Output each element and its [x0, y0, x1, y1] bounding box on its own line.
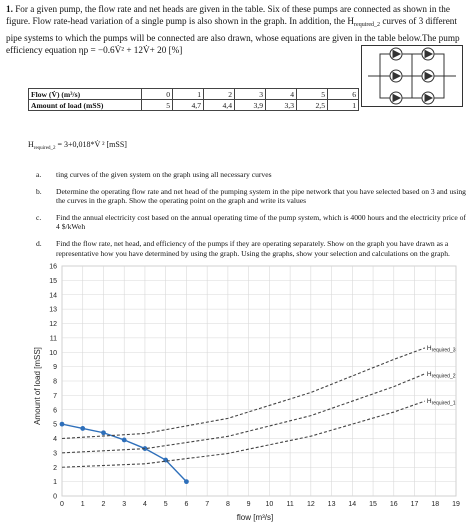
series-label-sub: required_2	[432, 373, 456, 379]
load-row-label: Amount of load (mSS)	[28, 99, 142, 111]
problem-number: 1.	[6, 4, 13, 14]
pump-curve-point	[121, 437, 127, 443]
pump-system-chart: 0 1 2 3 4 5 6 7 8 9 10 11 12 13 14 15 16 17 18 190123456789…	[33, 264, 460, 523]
x-tick-label: 14	[348, 501, 356, 508]
question-list: a. ting curves of the given system on the…	[36, 170, 466, 265]
y-tick-label: 13	[49, 307, 57, 314]
intro-text-b: curves of 3 different pipe systems to wh…	[6, 16, 460, 56]
x-tick-label: 18	[431, 501, 439, 508]
pump-curve-point	[80, 426, 86, 431]
table-cell: 3,9	[234, 99, 266, 111]
y-tick-label: 10	[49, 350, 57, 357]
x-tick-label: 6	[184, 501, 188, 508]
y-tick-label: 0	[53, 494, 57, 501]
y-tick-label: 12	[49, 321, 57, 328]
chart-grid	[61, 265, 457, 497]
pump-curve-point	[142, 446, 148, 451]
system-curve-line	[61, 347, 426, 440]
x-tick-label: 16	[390, 501, 398, 508]
table-cell: 6	[327, 88, 359, 100]
y-tick-label: 14	[49, 292, 57, 299]
table-cell: 4,4	[203, 99, 235, 111]
series-label: Hrequired_1	[427, 398, 456, 407]
pump-icon	[389, 91, 403, 105]
table-cell: 1	[327, 99, 359, 111]
pump-icon	[421, 91, 435, 105]
series-label: Hrequired_2	[427, 371, 456, 380]
question-item: c. Find the annual electricity cost based…	[36, 212, 466, 232]
y-axis-label: Amount of load [mSS]	[33, 347, 42, 425]
chart-ticks: 0 1 2 3 4 5 6 7 8 9 10 11 12 13 14 15 16 17 18 190123456789…	[49, 264, 460, 509]
hreq-label: Hrequired_2	[347, 16, 381, 29]
y-tick-label: 9	[53, 364, 57, 371]
pump-icon	[421, 69, 435, 83]
y-tick-label: 2	[53, 465, 57, 472]
x-tick-label: 2	[102, 501, 106, 508]
table-cell: 2,5	[296, 99, 328, 111]
x-tick-label: 19	[452, 501, 460, 508]
problem-intro: 1. For a given pump, the flow rate and n…	[6, 3, 468, 57]
question-item: b. Determine the operating flow rate and …	[36, 186, 466, 206]
series-label-sub: required_1	[432, 401, 456, 407]
flow-row-label: Flow (V̇) (m³/s)	[28, 88, 142, 100]
x-tick-label: 0	[60, 501, 64, 508]
system-curve-line	[61, 373, 426, 454]
pump-icon	[421, 47, 435, 61]
series-label-sub: required_3	[432, 347, 456, 353]
x-tick-label: 8	[226, 501, 230, 508]
hrequired-equation: Hrequired_2 = 3+0,018*V̇ ² [mSS]	[28, 140, 127, 151]
x-tick-label: 10	[265, 501, 273, 508]
table-cell: 1	[172, 88, 204, 100]
x-tick-label: 13	[328, 501, 336, 508]
y-tick-label: 11	[50, 335, 57, 342]
x-tick-label: 5	[164, 501, 168, 508]
y-tick-label: 1	[53, 479, 57, 486]
y-tick-label: 16	[49, 264, 57, 271]
pump-icon	[389, 69, 403, 83]
x-tick-label: 9	[247, 501, 251, 508]
x-tick-label: 17	[411, 501, 419, 508]
table-cell: 2	[203, 88, 235, 100]
table-cell: 4	[265, 88, 297, 100]
series-label: Hrequired_3	[427, 345, 456, 354]
table-cell: 5	[296, 88, 328, 100]
chart-series	[59, 347, 426, 485]
x-tick-label: 12	[307, 501, 315, 508]
table-cell: 5	[141, 99, 173, 111]
pump-curve-point	[101, 430, 106, 436]
y-tick-label: 8	[53, 379, 57, 386]
y-tick-label: 6	[53, 407, 57, 414]
x-tick-label: 7	[205, 501, 209, 508]
pump-arrangement-diagram	[361, 45, 463, 107]
question-item: d. Find the flow rate, net head, and effi…	[36, 238, 450, 258]
y-tick-label: 5	[53, 422, 57, 429]
system-curve-line	[61, 400, 426, 468]
y-tick-label: 15	[49, 278, 57, 285]
pump-icon	[389, 47, 403, 61]
x-tick-label: 11	[286, 501, 293, 508]
flow-head-table: Flow (V̇) (m³/s) 0 1 2 3 4 5 6 Amount of…	[28, 88, 359, 111]
x-tick-label: 1	[81, 501, 85, 508]
x-tick-label: 15	[369, 501, 377, 508]
table-cell: 4,7	[172, 99, 204, 111]
y-tick-label: 4	[53, 436, 57, 443]
table-cell: 0	[141, 88, 173, 100]
x-axis-label: flow [m³/s]	[237, 513, 273, 522]
table-cell: 3,3	[265, 99, 297, 111]
chart-series-labels: Hrequired_3 Hrequired_2 Hrequired_1	[427, 345, 456, 407]
question-item: a. ting curves of the given system on the…	[36, 170, 272, 179]
y-tick-label: 7	[53, 393, 57, 400]
pump-curve-point	[184, 479, 189, 485]
x-tick-label: 3	[122, 501, 126, 508]
x-tick-label: 4	[143, 501, 147, 508]
y-tick-label: 3	[53, 450, 57, 457]
table-cell: 3	[234, 88, 266, 100]
pump-curve-point	[59, 421, 65, 427]
table-row: Amount of load (mSS) 5 4,7 4,4 3,9 3,3 2…	[28, 99, 359, 111]
intro-text-a: For a given pump, the flow rate and net …	[6, 4, 450, 27]
table-row: Flow (V̇) (m³/s) 0 1 2 3 4 5 6	[28, 88, 359, 100]
efficiency-equation: ηp = −0.6V̇² + 12V̇+ 20 [%]	[78, 45, 183, 56]
